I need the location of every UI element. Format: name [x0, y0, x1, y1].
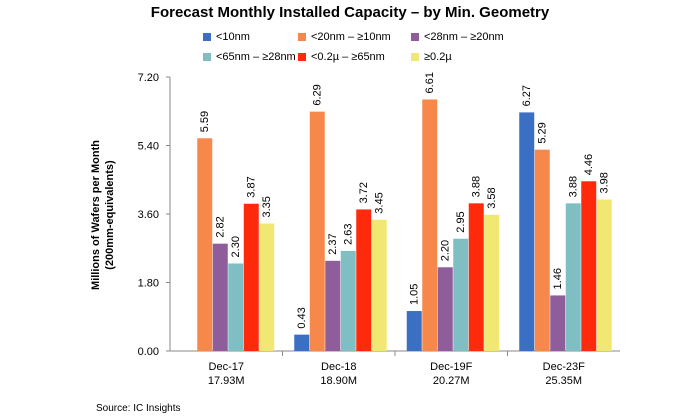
legend-item-65-28nm: <65nm – ≥28nm	[203, 51, 296, 63]
bar	[534, 149, 550, 351]
bar	[340, 250, 356, 351]
bar	[371, 219, 387, 351]
x-tick-label: Dec-18	[321, 361, 356, 373]
data-label: 3.87	[246, 176, 258, 197]
bar	[468, 203, 484, 351]
legend-item-ge02u: ≥0.2µ	[411, 51, 452, 63]
bar	[550, 295, 566, 351]
legend-swatch	[298, 53, 306, 61]
y-tick-label: 3.60	[138, 209, 159, 221]
x-category-total: 25.35M	[545, 375, 582, 387]
bar	[422, 99, 438, 351]
legend-item-02u-65nm: <0.2µ – ≥65nm	[298, 51, 385, 63]
data-label: 3.35	[261, 196, 273, 217]
data-label: 6.61	[424, 72, 436, 93]
bar	[406, 311, 422, 351]
bar	[519, 112, 535, 352]
y-tick-label: 0.00	[138, 346, 159, 358]
legend-item-lt10nm: <10nm	[203, 31, 250, 43]
data-label: 3.58	[486, 187, 498, 208]
data-label: 2.37	[327, 233, 339, 254]
x-category-total: 18.90M	[320, 375, 357, 387]
data-label: 3.72	[358, 182, 370, 203]
bar	[228, 263, 244, 351]
bar	[309, 111, 325, 351]
data-label: 1.05	[409, 284, 421, 305]
legend-item-28-20nm: <28nm – ≥20nm	[411, 31, 504, 43]
data-label: 3.88	[471, 176, 483, 197]
legend-label: <10nm	[216, 31, 250, 43]
data-label: 1.46	[552, 268, 564, 289]
bar	[356, 209, 372, 351]
x-tick-label: Dec-17	[209, 361, 244, 373]
chart-title: Forecast Monthly Installed Capacity – by…	[150, 4, 550, 21]
legend-label: <65nm – ≥28nm	[216, 51, 296, 63]
legend-item-20-10nm: <20nm – ≥10nm	[298, 31, 391, 43]
data-label: 2.82	[215, 216, 227, 237]
x-tick-label: Dec-23F	[543, 361, 585, 373]
legend-label: <28nm – ≥20nm	[424, 31, 504, 43]
y-tick-label: 5.40	[138, 141, 159, 153]
data-label: 3.88	[568, 176, 580, 197]
data-label: 3.45	[374, 192, 386, 213]
bar	[565, 203, 581, 351]
legend-swatch	[411, 33, 419, 41]
x-tick-label: Dec-19F	[430, 361, 472, 373]
data-label: 2.95	[455, 211, 467, 232]
bar	[325, 260, 341, 351]
data-label: 6.27	[521, 85, 533, 106]
x-category-total: 20.27M	[433, 375, 470, 387]
bar	[259, 223, 275, 351]
bar	[596, 199, 612, 351]
data-label: 2.20	[440, 240, 452, 261]
legend-swatch	[203, 53, 211, 61]
bar	[437, 267, 453, 351]
bar	[243, 203, 259, 351]
data-label: 3.98	[599, 172, 611, 193]
data-label: 0.43	[296, 307, 308, 328]
y-tick-label: 7.20	[138, 72, 159, 84]
data-label: 2.63	[343, 223, 355, 244]
data-label: 6.29	[312, 84, 324, 105]
bar	[581, 181, 597, 351]
bar	[197, 138, 213, 351]
data-label: 4.46	[583, 154, 595, 175]
bar	[484, 214, 500, 351]
legend-swatch	[411, 53, 419, 61]
data-label: 2.30	[230, 236, 242, 257]
x-category-total: 17.93M	[208, 375, 245, 387]
source-note: Source: IC Insights	[96, 403, 181, 414]
bar	[212, 243, 228, 351]
legend-label: <20nm – ≥10nm	[311, 31, 391, 43]
legend-label: <0.2µ – ≥65nm	[311, 51, 385, 63]
data-label: 5.29	[537, 122, 549, 143]
bar	[453, 238, 469, 351]
legend-label: ≥0.2µ	[424, 51, 452, 63]
legend-swatch	[298, 33, 306, 41]
data-label: 5.59	[199, 111, 211, 132]
y-tick-label: 1.80	[138, 278, 159, 290]
legend-swatch	[203, 33, 211, 41]
bar	[294, 334, 310, 351]
